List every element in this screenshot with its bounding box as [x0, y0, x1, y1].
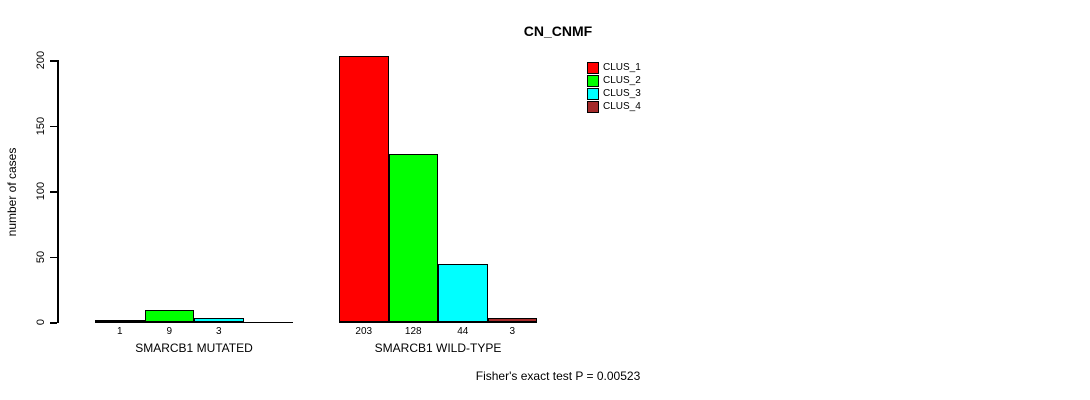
legend-swatch	[587, 100, 599, 113]
y-tick-label: 50	[35, 250, 47, 263]
bar-CLUS_2	[144, 310, 194, 322]
y-tick	[50, 125, 57, 127]
bar-value-label: 203	[355, 326, 373, 337]
bar-CLUS_3	[194, 318, 244, 322]
bar-value-label: 1	[116, 326, 123, 337]
bar-CLUS_1	[339, 56, 389, 322]
bar-value-label: 128	[404, 326, 422, 337]
legend-row: CLUS_3	[587, 87, 641, 100]
group-baseline	[95, 321, 293, 323]
y-axis-line	[57, 60, 59, 323]
y-tick-label: 100	[35, 181, 47, 201]
bar-CLUS_3	[438, 264, 488, 322]
legend-label: CLUS_3	[603, 88, 641, 99]
bar-value-label: 9	[166, 326, 173, 337]
y-tick-label: 0	[35, 318, 47, 326]
y-axis-title: number of cases	[5, 147, 19, 237]
legend-row: CLUS_1	[587, 61, 641, 74]
y-tick	[50, 322, 57, 324]
legend-swatch	[587, 74, 599, 87]
legend-label: CLUS_4	[603, 101, 641, 112]
chart-title: CN_CNMF	[523, 23, 593, 39]
legend-label: CLUS_2	[603, 75, 641, 86]
group-label: SMARCB1 WILD-TYPE	[374, 341, 502, 355]
y-tick	[50, 256, 57, 258]
fisher-test-note: Fisher's exact test P = 0.00523	[475, 369, 641, 383]
y-tick	[50, 191, 57, 193]
bar-value-label: 3	[509, 326, 516, 337]
group-label: SMARCB1 MUTATED	[135, 341, 253, 355]
bar-value-label: 3	[215, 326, 222, 337]
bar-CLUS_1	[95, 320, 145, 322]
group-baseline	[339, 321, 537, 323]
legend-swatch	[587, 87, 599, 100]
legend-row: CLUS_2	[587, 74, 641, 87]
y-tick-label: 150	[35, 116, 47, 135]
bar-value-label: 44	[457, 326, 469, 337]
bar-CLUS_4	[487, 318, 537, 322]
legend-label: CLUS_1	[603, 62, 641, 73]
legend-row: CLUS_4	[587, 100, 641, 113]
y-tick-label: 200	[35, 50, 47, 70]
bar-CLUS_2	[388, 154, 438, 322]
legend-swatch	[587, 61, 599, 74]
y-tick	[50, 60, 57, 62]
legend: CLUS_1 CLUS_2 CLUS_3 CLUS_4	[587, 61, 641, 114]
